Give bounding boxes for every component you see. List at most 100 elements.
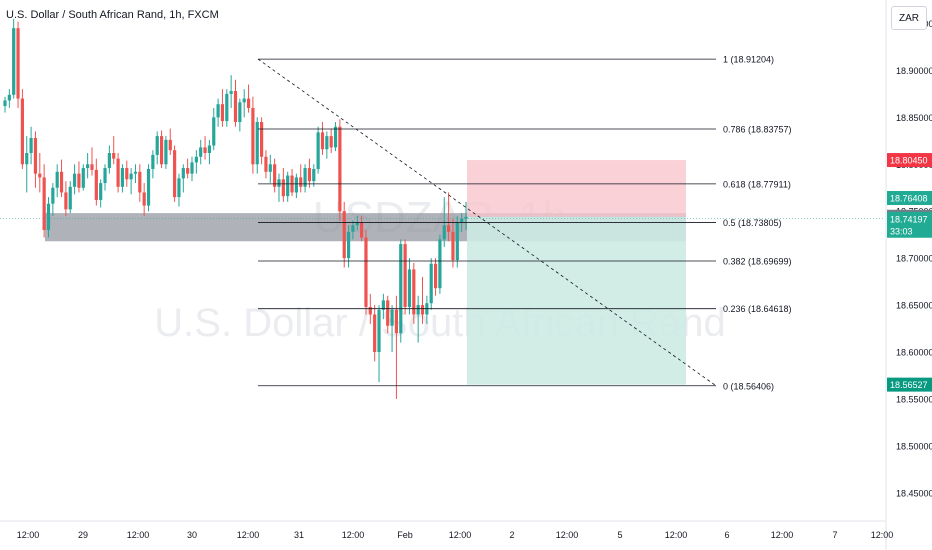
candle xyxy=(59,159,64,198)
price-tick-label: 18.50000 xyxy=(896,441,932,451)
candle xyxy=(264,150,268,179)
price-marker-label: 18.56527 xyxy=(890,380,928,390)
candle-body xyxy=(216,104,220,118)
fibonacci-retracement: 1 (18.91204) 0.786 (18.83757) 0.618 (18.77… xyxy=(257,55,792,391)
candle-body xyxy=(447,225,451,232)
candle xyxy=(55,164,59,198)
candle-body xyxy=(159,136,164,165)
fib-level-label: 0.5 (18.73805) xyxy=(723,218,782,228)
time-tick-label: 30 xyxy=(187,530,197,540)
candle-body xyxy=(59,171,64,193)
price-marker-bg xyxy=(887,211,932,238)
candle xyxy=(399,239,403,343)
candle-body xyxy=(146,168,151,206)
candle xyxy=(103,164,107,191)
candle-body xyxy=(120,168,125,187)
candle-body xyxy=(168,139,172,151)
candle xyxy=(312,164,316,187)
candle xyxy=(416,295,420,343)
take-profit-zone xyxy=(467,216,686,385)
candle-body xyxy=(351,225,355,232)
candle-body xyxy=(277,179,281,187)
fib-trend-line xyxy=(257,58,717,387)
time-tick-label: 6 xyxy=(724,530,729,540)
price-marker-bg xyxy=(887,153,932,168)
price-axis-marker: 18.56527 xyxy=(887,377,932,392)
candle xyxy=(438,234,442,294)
candle xyxy=(16,21,20,108)
candle-body xyxy=(112,153,116,159)
candle xyxy=(177,173,181,207)
candle-body xyxy=(133,171,138,174)
candle-body xyxy=(312,168,316,182)
candle-body xyxy=(51,187,55,204)
candle xyxy=(207,139,212,165)
candle-body xyxy=(412,269,416,315)
price-axis-marker: 18.76408 xyxy=(887,190,932,205)
candle xyxy=(277,173,281,202)
candle-body xyxy=(186,168,190,174)
candle-body xyxy=(33,137,38,174)
candle-body xyxy=(416,305,420,315)
candle xyxy=(329,128,333,154)
price-tick-label: 18.85000 xyxy=(896,113,932,123)
time-tick-label: 29 xyxy=(78,530,88,540)
candle xyxy=(255,117,259,174)
candle-body xyxy=(455,222,459,261)
candle xyxy=(138,164,142,202)
candle-body xyxy=(251,107,255,165)
candles-group xyxy=(3,18,468,399)
candle xyxy=(25,136,29,193)
price-tick-label: 18.45000 xyxy=(896,488,932,498)
time-tick-label: 12:00 xyxy=(237,530,260,540)
price-marker-label: 18.74197 xyxy=(890,214,928,224)
candle-body xyxy=(177,178,181,198)
time-tick-label: 7 xyxy=(832,530,837,540)
candle-body xyxy=(86,164,90,169)
candle xyxy=(316,126,320,174)
candle-body xyxy=(264,156,268,172)
candle xyxy=(342,201,346,268)
price-marker-label: 18.76408 xyxy=(890,193,928,203)
candle-body xyxy=(307,168,312,182)
candle xyxy=(364,229,368,315)
candle-body xyxy=(377,309,381,353)
candle-body xyxy=(286,175,290,197)
fib-level-label: 0.786 (18.83757) xyxy=(723,125,792,135)
candle xyxy=(33,131,38,188)
candle-body xyxy=(194,156,198,163)
candle xyxy=(381,293,385,320)
candle-body xyxy=(220,104,225,122)
price-marker-bg xyxy=(887,377,932,392)
candle xyxy=(320,122,325,155)
candle-body xyxy=(103,168,107,184)
candle xyxy=(281,168,285,202)
candle xyxy=(464,201,468,230)
candle-body xyxy=(81,168,85,188)
candle-body xyxy=(125,168,129,180)
candle xyxy=(68,181,72,214)
candle xyxy=(377,305,381,383)
candle xyxy=(351,220,355,240)
candle xyxy=(90,147,94,176)
candle xyxy=(125,160,129,187)
candle xyxy=(360,215,364,242)
fib-level-label: 0.382 (18.69699) xyxy=(723,256,792,266)
candle xyxy=(394,295,399,399)
candle-body xyxy=(107,153,111,169)
candle-body xyxy=(212,117,216,146)
candle xyxy=(273,158,277,193)
candle xyxy=(220,89,225,127)
currency-button[interactable]: ZAR xyxy=(891,6,927,30)
candle xyxy=(94,158,98,206)
candle xyxy=(38,153,42,193)
candle xyxy=(64,181,68,216)
candle-body xyxy=(460,218,464,223)
candle xyxy=(51,183,55,216)
candle xyxy=(164,136,168,169)
candle-body xyxy=(316,132,320,169)
candle-body xyxy=(38,173,42,178)
candle xyxy=(420,276,425,324)
time-tick-label: 12:00 xyxy=(17,530,40,540)
